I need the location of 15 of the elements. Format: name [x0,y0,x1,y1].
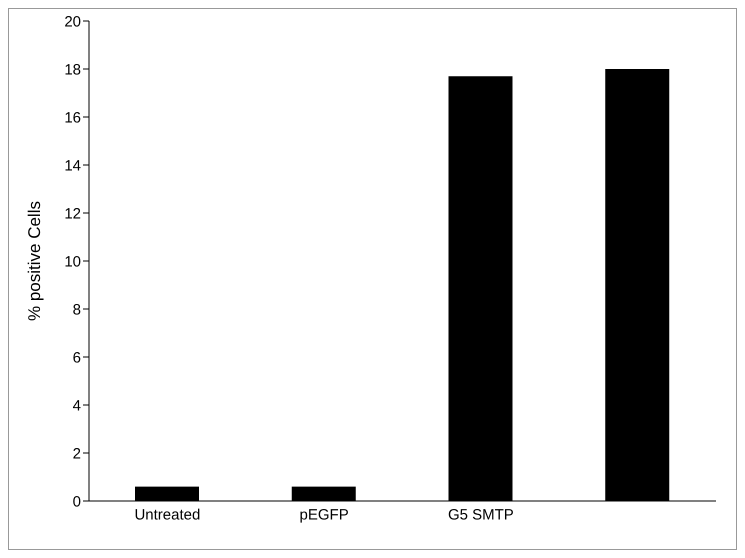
y-tick-label: 2 [72,445,81,462]
y-tick-label: 20 [64,13,81,30]
x-tick-label: G5 SMTP [448,506,514,524]
y-axis-title: % positive Cells [25,201,44,321]
x-tick-label: pEGFP [300,506,349,524]
y-tick-label: 16 [64,109,81,126]
y-tick-label: 4 [72,397,81,414]
y-tick-label: 8 [72,301,81,318]
y-tick-label: 14 [64,157,81,174]
y-tick-label: 6 [72,349,81,366]
y-tick-label: 18 [64,61,81,78]
x-tick-label: Untreated [134,506,200,524]
y-tick-label: 12 [64,205,81,222]
y-tick-label: 10 [64,253,81,270]
y-tick-label: 0 [72,493,81,510]
